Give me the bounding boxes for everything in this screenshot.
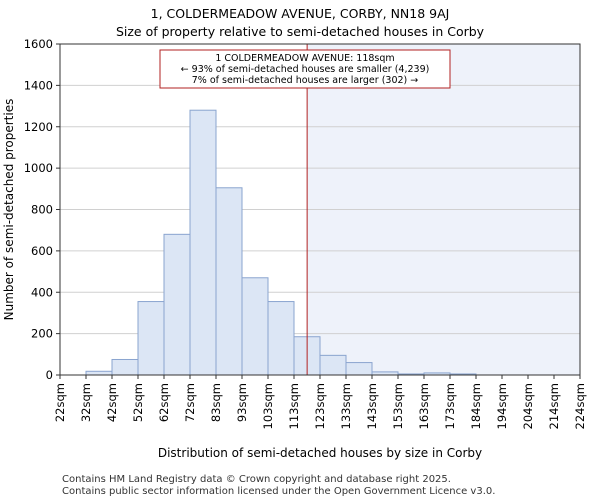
annotation-marker-label: 1 COLDERMEADOW AVENUE: 118sqm — [215, 53, 394, 64]
y-tick-label: 600 — [31, 244, 53, 258]
x-tick-label: 224sqm — [573, 383, 587, 429]
x-tick-label: 32sqm — [79, 383, 93, 422]
x-tick-label: 42sqm — [105, 383, 119, 422]
x-tick-label: 173sqm — [443, 383, 457, 429]
y-tick-label: 0 — [46, 368, 53, 382]
annotation-smaller-share: ← 93% of semi-detached houses are smalle… — [181, 64, 430, 75]
chart-subtitle: Size of property relative to semi-detach… — [115, 24, 485, 39]
histogram-bar — [345, 362, 373, 376]
property-annotation: 1 COLDERMEADOW AVENUE: 118sqm ← 93% of s… — [159, 49, 451, 89]
x-axis-label: Distribution of semi-detached houses by … — [158, 446, 482, 460]
x-tick-label: 52sqm — [131, 383, 145, 422]
x-tick-label: 123sqm — [313, 383, 327, 429]
x-tick-label: 133sqm — [339, 383, 353, 429]
histogram-bar — [267, 301, 295, 376]
histogram-bar — [85, 370, 113, 376]
x-tick-label: 113sqm — [287, 383, 301, 429]
x-tick-label: 184sqm — [469, 383, 483, 429]
x-tick-label: 214sqm — [547, 383, 561, 429]
y-tick-label: 1400 — [24, 78, 53, 92]
y-tick-label: 200 — [31, 327, 53, 341]
footer-line-1: Contains HM Land Registry data © Crown c… — [62, 474, 451, 485]
x-tick-label: 194sqm — [495, 383, 509, 429]
histogram-bar — [163, 233, 191, 376]
histogram-bar — [189, 109, 217, 376]
histogram-bar — [241, 277, 269, 376]
y-tick-label: 1200 — [24, 120, 53, 134]
x-tick-label: 22sqm — [53, 383, 67, 422]
footer-line-2: Contains public sector information licen… — [62, 486, 496, 497]
x-tick-label: 93sqm — [235, 383, 249, 422]
x-tick-label: 72sqm — [183, 383, 197, 422]
x-tick-label: 163sqm — [417, 383, 431, 429]
x-tick-label: 103sqm — [261, 383, 275, 429]
histogram-bar — [137, 301, 165, 376]
chart-title: 1, COLDERMEADOW AVENUE, CORBY, NN18 9AJ — [150, 6, 450, 21]
y-tick-label: 1000 — [24, 161, 53, 175]
histogram-bar — [319, 354, 347, 376]
histogram-bar — [111, 358, 139, 376]
y-tick-label: 1600 — [24, 37, 53, 51]
x-tick-label: 204sqm — [521, 383, 535, 429]
x-tick-label: 143sqm — [365, 383, 379, 429]
y-tick-label: 400 — [31, 285, 53, 299]
histogram-bar — [215, 187, 243, 376]
x-tick-label: 62sqm — [157, 383, 171, 422]
y-axis-label: Number of semi-detached properties — [2, 99, 16, 321]
x-tick-label: 153sqm — [391, 383, 405, 429]
x-tick-label: 83sqm — [209, 383, 223, 422]
annotation-larger-share: 7% of semi-detached houses are larger (3… — [192, 75, 419, 86]
y-tick-label: 800 — [31, 203, 53, 217]
annotation-box — [159, 49, 451, 89]
